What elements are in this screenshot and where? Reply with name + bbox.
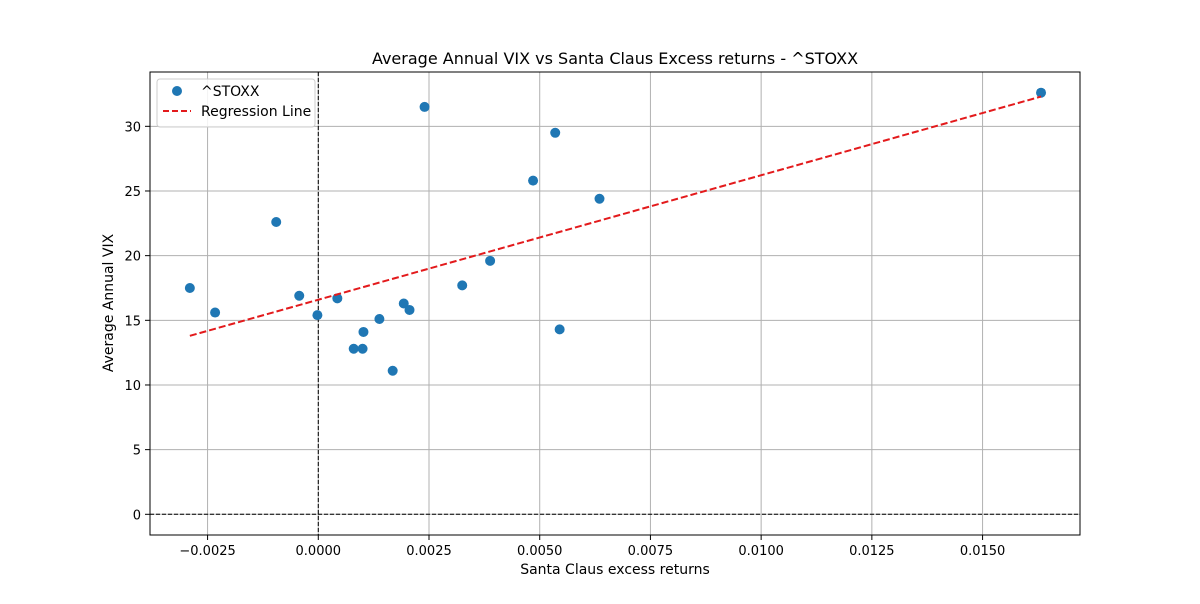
legend-box	[156, 78, 316, 128]
data-point	[1036, 87, 1047, 98]
y-axis-ticks: 0 5 10 15 20 25 30	[124, 120, 150, 523]
data-point	[294, 290, 305, 301]
data-point	[184, 282, 195, 293]
data-point	[550, 127, 561, 138]
x-tick-label: 0.0150	[960, 544, 1006, 559]
x-tick-label: 0.0125	[849, 544, 895, 559]
grid-layer	[150, 72, 1080, 535]
legend-label-regression: Regression Line	[201, 104, 311, 120]
data-point	[528, 175, 539, 186]
legend-label-stoxx: ^STOXX	[201, 84, 260, 100]
chart-title: Average Annual VIX vs Santa Claus Excess…	[372, 49, 858, 68]
data-point	[312, 310, 323, 321]
x-tick-label: 0.0000	[296, 544, 342, 559]
y-tick-label: 0	[133, 508, 141, 523]
x-tick-label: 0.0025	[406, 544, 452, 559]
y-tick-label: 25	[124, 185, 141, 200]
y-tick-label: 15	[124, 314, 141, 329]
data-point	[398, 298, 409, 309]
x-tick-label: 0.0050	[517, 544, 563, 559]
plot-frame	[149, 71, 1081, 536]
reference-lines	[150, 72, 1080, 535]
y-axis-label: Average Annual VIX	[101, 233, 117, 372]
y-tick-label: 10	[124, 379, 141, 394]
data-point	[210, 307, 221, 318]
data-point	[485, 255, 496, 266]
data-point	[404, 304, 415, 315]
data-point	[387, 365, 398, 376]
data-point	[594, 193, 605, 204]
y-tick-label: 20	[124, 250, 141, 265]
data-point	[457, 280, 468, 291]
data-point	[374, 314, 385, 325]
legend: ^STOXX Regression Line	[156, 78, 316, 128]
regression-line	[189, 95, 1042, 337]
x-axis-ticks: −0.0025 0.0000 0.0025 0.0050 0.0075 0.0100 0.0…	[179, 535, 1005, 559]
legend-marker-stoxx	[172, 86, 182, 96]
x-tick-label: −0.0025	[179, 544, 235, 559]
data-point	[271, 217, 282, 228]
x-axis-label: Santa Claus excess returns	[520, 562, 710, 578]
x-tick-label: 0.0100	[738, 544, 784, 559]
series-layer	[184, 87, 1047, 376]
data-point	[419, 101, 430, 112]
data-point	[554, 324, 565, 335]
data-point	[358, 326, 369, 337]
y-tick-label: 5	[133, 444, 141, 459]
data-point	[348, 343, 359, 354]
y-tick-label: 30	[124, 120, 141, 135]
data-point	[357, 343, 368, 354]
x-tick-label: 0.0075	[628, 544, 674, 559]
